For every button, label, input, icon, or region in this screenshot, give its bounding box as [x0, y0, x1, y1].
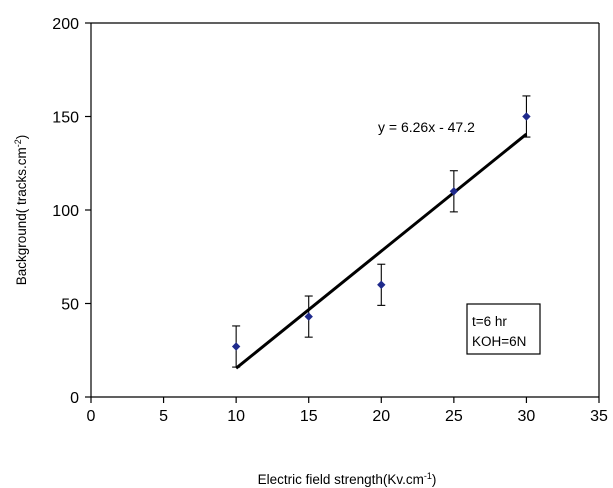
x-tick-label-4: 20 — [372, 408, 390, 425]
x-tick-label-0: 0 — [87, 408, 96, 425]
x-axis-title-sup: -1 — [424, 471, 432, 481]
x-tick-label-5: 25 — [445, 408, 463, 425]
y-tick-label-3: 150 — [52, 110, 79, 127]
plot-area — [90, 22, 600, 398]
annotation-line-time: t=6 hr — [472, 314, 507, 329]
x-tick-label-6: 30 — [518, 408, 536, 425]
y-tick-label-1: 50 — [61, 297, 79, 314]
data-point-1 — [304, 312, 313, 321]
annotation-box-frame — [466, 303, 541, 355]
data-point-0 — [231, 342, 241, 351]
y-axis-title-sup: -2 — [13, 139, 23, 147]
x-tick-label-1: 5 — [159, 408, 168, 425]
y-axis-title-main: Background( tracks.cm — [14, 147, 29, 285]
annotation-line-koh: KOH=6N — [472, 334, 526, 349]
x-tick-label-3: 15 — [300, 408, 318, 425]
y-tick-label-4: 200 — [52, 16, 79, 33]
x-tick-label-7: 35 — [590, 408, 608, 425]
y-axis-tick-labels: 0 50 100 150 200 — [52, 16, 79, 407]
data-point-3 — [449, 187, 459, 196]
data-points — [231, 112, 531, 351]
x-axis-title-end: ) — [432, 472, 437, 487]
data-point-4 — [522, 112, 531, 121]
y-tick-label-2: 100 — [52, 203, 79, 220]
x-axis-ticks — [90, 397, 600, 403]
trend-equation: y = 6.26x - 47.2 — [378, 119, 475, 135]
trend-line — [235, 132, 528, 370]
x-axis-title-main: Electric field strength(Kv.cm — [258, 472, 424, 487]
y-axis-ticks — [85, 22, 91, 398]
x-axis-tick-labels: 0 5 10 15 20 25 30 35 — [87, 408, 608, 425]
y-tick-label-0: 0 — [70, 390, 79, 407]
y-axis-title: Background( tracks.cm-2) — [13, 135, 29, 286]
y-axis-title-end: ) — [14, 135, 29, 140]
annotation-box: t=6 hr KOH=6N — [466, 303, 541, 355]
x-axis-title: Electric field strength(Kv.cm-1) — [258, 471, 437, 487]
data-point-2 — [377, 280, 386, 289]
x-tick-label-2: 10 — [227, 408, 245, 425]
